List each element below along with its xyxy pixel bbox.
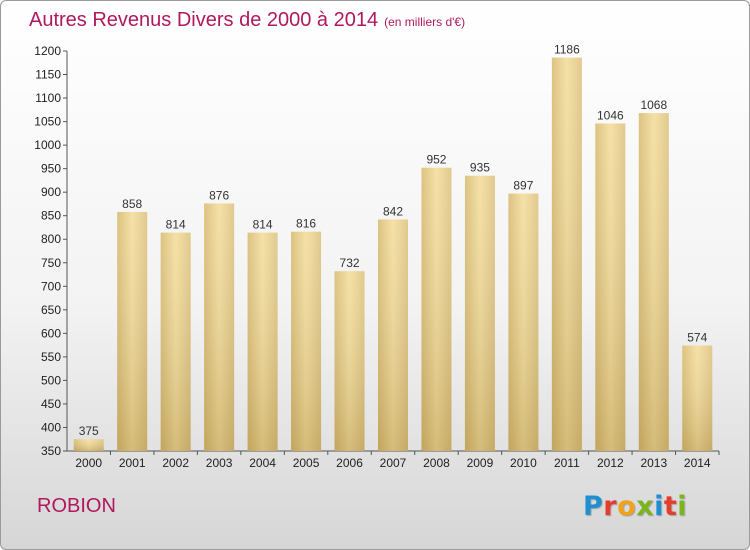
bar-shade <box>595 123 626 452</box>
bar-shade <box>334 271 365 451</box>
bar-shade <box>160 232 191 451</box>
bar-2000 <box>73 439 104 451</box>
x-tick-label: 2007 <box>380 456 407 470</box>
logo-letter: P <box>583 491 604 522</box>
bar-2012 <box>595 123 626 452</box>
bar-2009 <box>464 175 495 452</box>
value-label: 816 <box>296 217 316 231</box>
bar-shade <box>682 345 713 451</box>
x-tick-label: 2010 <box>510 456 537 470</box>
x-tick-label: 2005 <box>293 456 320 470</box>
y-tick-label: 750 <box>41 256 61 270</box>
bar-2010 <box>508 193 539 451</box>
bar-shade <box>291 231 322 451</box>
bar-2013 <box>638 113 669 451</box>
bar-2014 <box>682 345 713 451</box>
y-tick-label: 1000 <box>34 138 61 152</box>
y-tick-label: 600 <box>41 326 61 340</box>
y-tick-label: 900 <box>41 185 61 199</box>
x-tick-label: 2011 <box>554 456 580 470</box>
y-tick-label: 1100 <box>35 91 61 105</box>
x-tick-label: 2009 <box>467 456 494 470</box>
value-label: 574 <box>687 331 707 345</box>
x-tick-label: 2003 <box>206 456 233 470</box>
bar-shade <box>551 57 582 452</box>
logo-letter: r <box>603 491 618 522</box>
value-label: 1186 <box>554 43 580 57</box>
y-tick-label: 350 <box>41 444 61 458</box>
bar-shade <box>638 113 669 451</box>
value-label: 375 <box>79 424 99 438</box>
logo-letter: t <box>663 491 678 522</box>
bar-2011 <box>551 57 582 452</box>
value-label: 1068 <box>640 98 667 112</box>
y-tick-label: 1050 <box>34 115 61 129</box>
bar-shade <box>73 439 104 451</box>
y-tick-label: 400 <box>41 420 61 434</box>
place-name: ROBION <box>37 495 116 517</box>
bar-2001 <box>117 211 148 451</box>
x-tick-label: 2000 <box>75 456 102 470</box>
value-label: 858 <box>122 197 142 211</box>
x-tick-label: 2004 <box>249 456 276 470</box>
value-label: 814 <box>166 218 186 232</box>
value-label: 935 <box>470 161 490 175</box>
chart-unit-label: (en milliers d'€) <box>384 15 466 29</box>
x-tick-label: 2008 <box>423 456 450 470</box>
bar-2003 <box>204 203 235 451</box>
x-tick-label: 2012 <box>597 456 624 470</box>
logo-letter: i <box>654 491 664 522</box>
logo-letter: o <box>617 491 637 522</box>
bar-2008 <box>421 167 452 452</box>
bar-shade <box>508 193 539 451</box>
x-tick-label: 2002 <box>162 456 189 470</box>
logo-letter: i <box>677 491 688 522</box>
bar-2005 <box>291 231 322 451</box>
bar-shade <box>247 232 278 451</box>
bar-2007 <box>378 219 408 451</box>
y-tick-label: 650 <box>41 303 61 317</box>
chart-title: Autres Revenus Divers de 2000 à 2014 (en … <box>29 9 465 32</box>
y-tick-label: 550 <box>41 350 61 364</box>
value-label: 1046 <box>597 108 624 122</box>
x-tick-label: 2014 <box>684 456 711 470</box>
y-tick-label: 450 <box>41 397 61 411</box>
y-tick-label: 800 <box>41 232 61 246</box>
value-label: 876 <box>209 188 229 202</box>
y-tick-label: 850 <box>41 209 61 223</box>
y-tick-label: 500 <box>41 373 61 387</box>
chart-title-text: Autres Revenus Divers de 2000 à 2014 <box>29 9 379 31</box>
bar-shade <box>378 219 408 451</box>
value-label: 897 <box>513 179 533 193</box>
y-tick-label: 1200 <box>34 44 61 58</box>
bar-shade <box>117 211 148 451</box>
bar-2002 <box>160 232 191 451</box>
bar-2004 <box>247 232 278 451</box>
bar-shade <box>204 203 235 451</box>
x-tick-label: 2001 <box>119 456 146 470</box>
value-label: 842 <box>383 204 403 218</box>
proxiti-logo[interactable]: Proxiti <box>583 491 687 522</box>
value-label: 732 <box>340 256 360 270</box>
value-label: 814 <box>253 218 273 232</box>
y-tick-label: 700 <box>41 279 61 293</box>
y-tick-label: 950 <box>41 162 61 176</box>
bar-2006 <box>334 271 365 451</box>
x-tick-label: 2013 <box>640 456 667 470</box>
y-tick-label: 1150 <box>35 68 61 82</box>
logo-letter: x <box>636 491 655 522</box>
value-label: 952 <box>426 153 446 167</box>
bar-shade <box>464 175 495 452</box>
bar-shade <box>421 167 452 452</box>
x-tick-label: 2006 <box>336 456 363 470</box>
